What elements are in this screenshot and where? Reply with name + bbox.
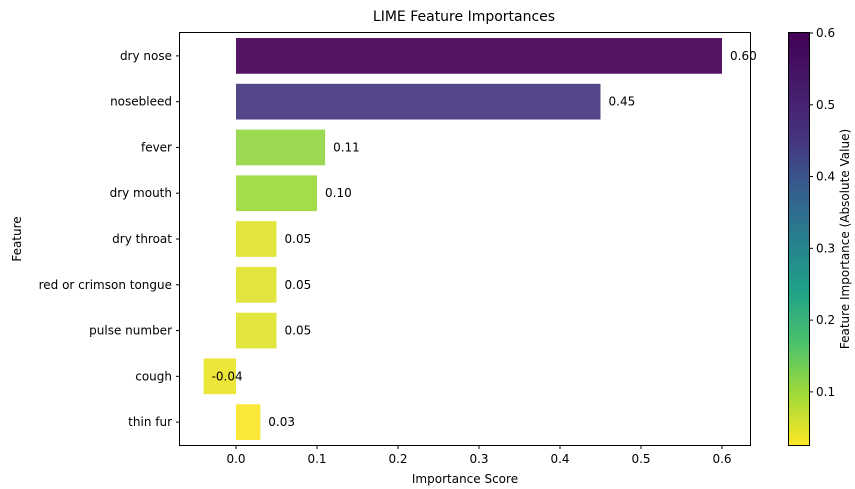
y-tick-label: dry nose	[120, 49, 172, 63]
y-tick-label: red or crimson tongue	[39, 278, 172, 292]
colorbar-tick-label: 0.6	[816, 26, 835, 40]
y-tick-label: dry mouth	[110, 186, 172, 200]
colorbar-tick-label: 0.5	[816, 98, 835, 112]
bar-value-label: 0.05	[285, 324, 312, 338]
y-tick-label: fever	[141, 140, 172, 154]
x-tick-label: 0.5	[631, 452, 650, 466]
bar-value-label: 0.05	[285, 232, 312, 246]
y-axis-label: Feature	[10, 216, 24, 261]
y-tick-label: nosebleed	[110, 95, 172, 109]
bar	[203, 358, 236, 395]
bar	[236, 38, 722, 74]
bar-value-label: 0.03	[268, 415, 295, 429]
y-tick-label: cough	[135, 369, 172, 383]
x-tick-label: 0.1	[307, 452, 326, 466]
bar	[236, 221, 277, 257]
bar-value-label: 0.05	[285, 278, 312, 292]
value-labels-layer: 0.60 0.45 0.11 0.10 0.05 0.05 0.05 -0.04 0.03	[212, 49, 757, 429]
x-tick-label: 0.2	[388, 452, 407, 466]
bar-value-label: 0.11	[333, 140, 360, 154]
bar-value-label: 0.60	[730, 49, 757, 63]
bar	[236, 312, 277, 349]
y-tick-label: pulse number	[89, 324, 172, 338]
plot-area-frame	[179, 32, 751, 446]
bar	[236, 404, 261, 440]
bars-layer	[203, 38, 722, 440]
colorbar-ticks: 0.1 0.2 0.3 0.4 0.5 0.6	[809, 26, 835, 399]
bar-value-label: -0.04	[212, 369, 243, 383]
colorbar-tick-label: 0.2	[816, 313, 835, 327]
x-tick-label: 0.3	[469, 452, 488, 466]
x-axis-label: Importance Score	[412, 472, 518, 486]
bar	[236, 266, 277, 303]
bar-value-label: 0.45	[609, 95, 636, 109]
y-tick-label: dry throat	[112, 232, 172, 246]
colorbar-tick-label: 0.4	[816, 170, 835, 184]
colorbar	[788, 32, 810, 446]
x-axis: 0.0 0.1 0.2 0.3 0.4 0.5 0.6	[226, 445, 732, 466]
bar	[236, 175, 317, 212]
bar	[236, 83, 601, 120]
bar	[236, 129, 326, 166]
chart-title: LIME Feature Importances	[373, 9, 555, 25]
x-tick-label: 0.6	[712, 452, 731, 466]
y-axis: dry nose nosebleed fever dry mouth dry throa…	[39, 49, 180, 429]
colorbar-label: Feature Importance (Absolute Value)	[838, 129, 852, 349]
x-tick-label: 0.0	[226, 452, 245, 466]
colorbar-tick-label: 0.1	[816, 385, 835, 399]
bar-value-label: 0.10	[325, 186, 352, 200]
y-tick-label: thin fur	[128, 415, 172, 429]
colorbar-tick-label: 0.3	[816, 241, 835, 255]
x-tick-label: 0.4	[550, 452, 569, 466]
